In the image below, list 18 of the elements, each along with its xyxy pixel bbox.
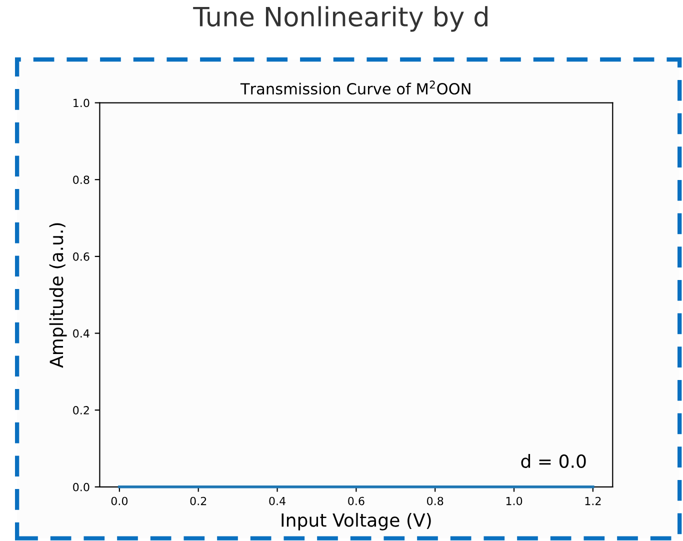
y-tick-label: 0.8 — [73, 176, 90, 184]
y-tick-label: 1.0 — [74, 98, 90, 108]
annotation: d = 0.0 — [521, 454, 586, 468]
x-tick-label: 0.2 — [190, 496, 206, 506]
chart-title: Tune Nonlinearity by d — [193, 6, 488, 32]
y-tick-label: 0.0 — [73, 482, 90, 492]
x-axis-title: Input Voltage (V) — [282, 512, 431, 530]
x-tick-label: 1.2 — [585, 496, 601, 506]
x-tick-label: 0.4 — [269, 496, 286, 506]
y-tick-label: 0.4 — [73, 329, 90, 338]
x-tick-label: 1.0 — [506, 496, 522, 506]
y-axis-title: Amplitude (a.u.) — [49, 223, 67, 368]
x-tick-label: 0.6 — [348, 496, 364, 506]
y-tick-label: 0.6 — [73, 252, 90, 261]
x-tick-label: 0.8 — [426, 496, 444, 506]
chart-subtitle: Transmission Curve of M$^{2}$OON — [240, 80, 470, 95]
x-tick-label: 0.0 — [111, 496, 128, 506]
y-tick-label: 0.2 — [73, 406, 89, 414]
